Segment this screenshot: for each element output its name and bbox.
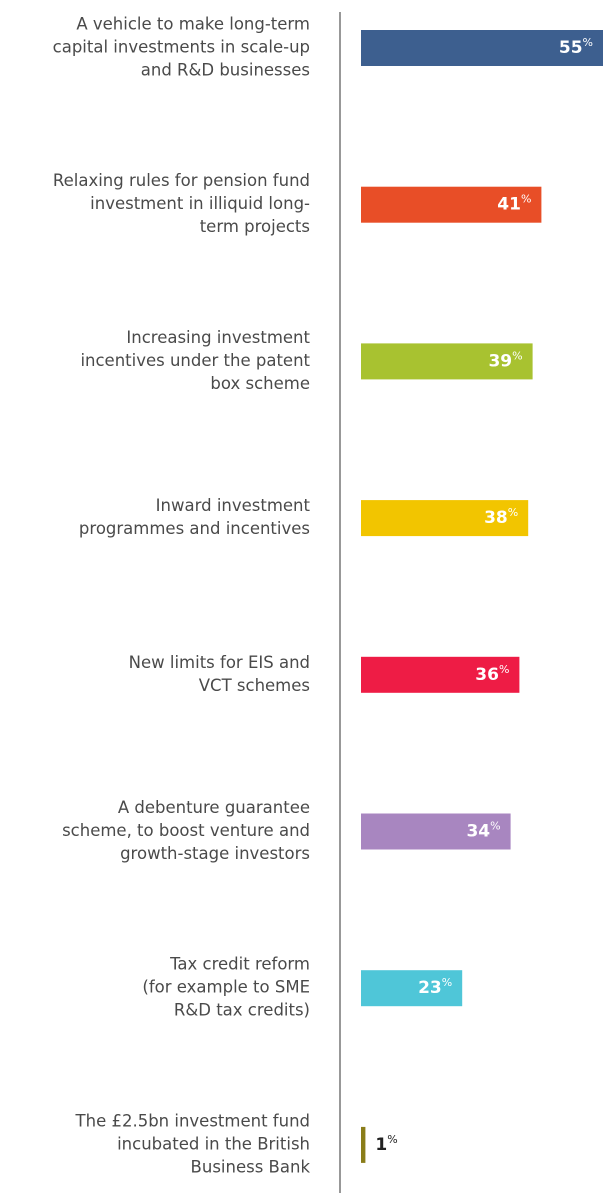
value-number: 38 (484, 508, 508, 528)
bar (361, 30, 603, 66)
category-label: box scheme (210, 374, 310, 393)
category-label: R&D tax credits) (174, 1001, 310, 1020)
value-suffix: % (387, 1133, 397, 1146)
value-number: 23 (418, 978, 442, 998)
bar (361, 813, 511, 850)
value-number: 1 (375, 1135, 387, 1155)
value-label: 38% (484, 506, 518, 528)
category-label: VCT schemes (199, 676, 310, 695)
bar (361, 500, 529, 537)
value-label: 34% (466, 820, 500, 842)
value-number: 55 (559, 38, 583, 58)
category-label: The £2.5bn investment fund (75, 1111, 310, 1130)
value-label: 39% (488, 349, 522, 371)
bar (361, 656, 520, 693)
category-label: scheme, to boost venture and (62, 821, 310, 840)
value-label: 41% (497, 193, 531, 215)
category-label: (for example to SME (142, 978, 310, 997)
category-label: Tax credit reform (169, 955, 310, 974)
value-number: 39 (488, 351, 512, 371)
category-label: New limits for EIS and (129, 653, 310, 672)
category-label: growth-stage investors (120, 844, 310, 863)
value-suffix: % (512, 349, 522, 362)
category-label: programmes and incentives (79, 519, 310, 538)
category-label: Business Bank (191, 1157, 311, 1176)
bar (361, 1126, 366, 1163)
value-label: 36% (475, 663, 509, 685)
value-suffix: % (521, 193, 531, 206)
value-suffix: % (583, 36, 593, 49)
category-label: incentives under the patent (80, 351, 310, 370)
category-label: investment in illiquid long- (90, 194, 310, 213)
category-label: Relaxing rules for pension fund (53, 171, 310, 190)
category-label: and R&D businesses (141, 61, 310, 80)
value-number: 34 (466, 822, 490, 842)
category-label: Inward investment (156, 496, 311, 515)
value-number: 36 (475, 665, 499, 685)
category-label: capital investments in scale-up (53, 38, 310, 57)
category-label: Increasing investment (126, 328, 310, 347)
value-suffix: % (442, 976, 452, 989)
bar (361, 186, 542, 223)
category-label: term projects (200, 217, 310, 236)
value-label: 1% (375, 1133, 397, 1155)
category-label: incubated in the British (117, 1134, 310, 1153)
value-number: 41 (497, 195, 521, 215)
category-label: A vehicle to make long-term (76, 15, 310, 34)
category-label: A debenture guarantee (118, 798, 310, 817)
bar (361, 343, 533, 380)
value-label: 23% (418, 976, 452, 998)
bar (361, 970, 463, 1007)
value-label: 55% (559, 36, 593, 58)
value-suffix: % (499, 663, 509, 676)
value-suffix: % (508, 506, 518, 519)
value-suffix: % (490, 820, 500, 833)
